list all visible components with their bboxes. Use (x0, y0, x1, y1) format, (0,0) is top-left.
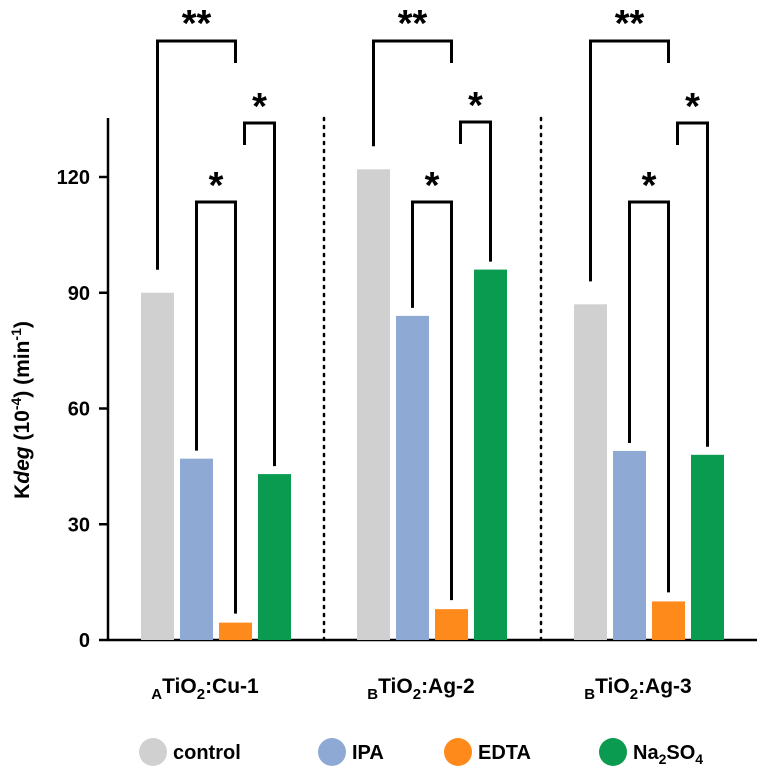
legend-item-control: control (139, 738, 241, 766)
legend-label: EDTA (478, 742, 531, 764)
sig-star-control-edta: ** (615, 3, 645, 45)
significance-brackets: ************ (156, 3, 709, 614)
y-tick-label: 120 (57, 167, 90, 189)
bars (141, 169, 724, 641)
legend-label: control (173, 742, 241, 764)
legend-swatch (444, 738, 472, 766)
sig-bracket-edta-na2so4 (243, 121, 276, 467)
sig-star-ipa-edta: * (642, 165, 657, 207)
bar-edta-2 (435, 609, 468, 640)
sig-bracket-ipa-edta (411, 200, 453, 601)
y-tick-label: 90 (68, 283, 90, 305)
y-axis-label: Kdeg (10-4) (min-1) (8, 321, 34, 499)
ylabel-unit-mid: ) (min (11, 341, 34, 398)
ylabel-unit: (10 (11, 410, 34, 446)
bar-na2so4-3 (691, 454, 724, 640)
x-category-label: BTiO2:Ag-2 (367, 675, 474, 703)
sig-bracket-control-edta (372, 39, 453, 147)
x-category-label: BTiO2:Ag-3 (584, 675, 691, 703)
legend-label: IPA (352, 742, 384, 764)
bar-control-1 (141, 292, 174, 640)
sig-star-ipa-edta: * (425, 165, 440, 207)
ylabel-deg: deg (11, 446, 34, 484)
sig-star-edta-na2so4: * (685, 86, 700, 128)
sig-bracket-ipa-edta (195, 200, 237, 614)
legend-item-na2so4: Na2SO4 (599, 738, 703, 767)
svg-text:Kdeg (10-4) (min-1): Kdeg (10-4) (min-1) (8, 321, 34, 499)
sig-star-edta-na2so4: * (468, 85, 483, 127)
sig-bracket-control-edta (589, 39, 670, 282)
legend-label: Na2SO4 (633, 742, 703, 767)
legend-item-ipa: IPA (318, 738, 384, 766)
bar-control-2 (357, 169, 390, 641)
legend-swatch (599, 738, 627, 766)
legend-swatch (318, 738, 346, 766)
category-labels: ATiO2:Cu-1 BTiO2:Ag-2 BTiO2:Ag-3 (151, 675, 691, 703)
ylabel-k: K (11, 484, 34, 499)
sig-bracket-edta-na2so4 (459, 120, 492, 262)
y-tick-label: 30 (68, 514, 90, 536)
legend: control IPA EDTA Na2SO4 (139, 738, 703, 767)
sig-bracket-edta-na2so4 (676, 121, 709, 447)
legend-swatch (139, 738, 167, 766)
sig-star-edta-na2so4: * (252, 86, 267, 128)
bar-na2so4-1 (258, 474, 291, 640)
legend-item-edta: EDTA (444, 738, 531, 766)
bar-na2so4-2 (474, 269, 507, 640)
bar-ipa-3 (613, 450, 646, 640)
bar-ipa-1 (180, 458, 213, 640)
bar-edta-1 (219, 622, 252, 640)
bar-control-3 (574, 304, 607, 640)
bar-ipa-2 (396, 315, 429, 640)
sig-bracket-ipa-edta (628, 200, 670, 593)
x-category-label: ATiO2:Cu-1 (151, 675, 259, 703)
ylabel-unit-close: ) (11, 321, 34, 328)
y-tick-label: 60 (68, 399, 90, 421)
sig-star-ipa-edta: * (209, 165, 224, 207)
bar-edta-3 (652, 601, 685, 640)
y-tick-label: 0 (79, 630, 90, 652)
sig-bracket-control-edta (156, 39, 237, 270)
axes: 0 30 60 90 120 (57, 116, 757, 652)
sig-star-control-edta: ** (398, 3, 428, 45)
ylabel-exp2: -1 (8, 328, 24, 341)
ylabel-exp: -4 (8, 398, 24, 411)
sig-star-control-edta: ** (182, 3, 212, 45)
